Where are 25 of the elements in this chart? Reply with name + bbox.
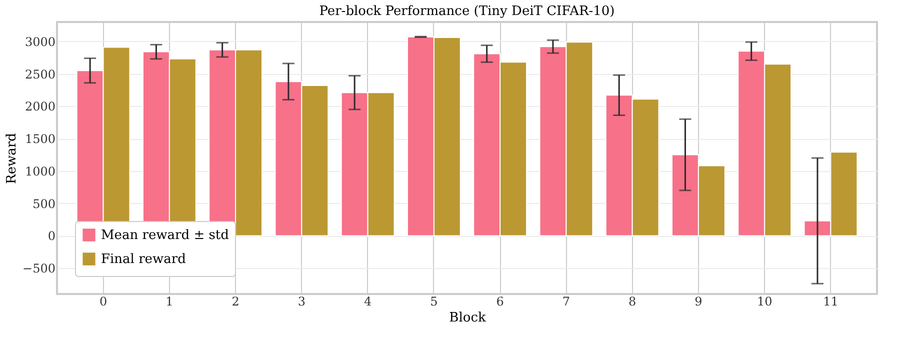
y-tick-label: 3000 (24, 34, 56, 49)
x-tick-label: 9 (694, 294, 702, 308)
legend-label: Mean reward ± std (101, 228, 229, 243)
y-tick-label: 1000 (24, 164, 56, 178)
x-tick-label: 6 (496, 294, 504, 308)
y-tick-label: 2000 (24, 100, 56, 114)
x-tick-label: 11 (823, 294, 838, 308)
x-tick-label: 0 (99, 294, 108, 308)
y-tick-label: 500 (32, 196, 56, 211)
y-tick-label: 0 (48, 229, 56, 244)
x-tick-label: 3 (298, 294, 306, 308)
x-axis-title: Block (449, 310, 486, 326)
y-axis-title: Reward (4, 133, 20, 184)
x-tick-label: 8 (628, 294, 636, 308)
x-tick-label: 2 (232, 294, 240, 308)
x-tick-label: 10 (756, 294, 772, 308)
x-tick-label: 1 (166, 294, 174, 308)
x-tick-label: 7 (562, 294, 570, 308)
y-tick-label: −500 (22, 262, 56, 276)
x-tick-label: 5 (430, 294, 438, 308)
legend-label: Final reward (101, 252, 186, 267)
x-tick-label: 4 (364, 294, 372, 308)
y-tick-label: 1500 (24, 132, 56, 146)
chart-title: Per-block Performance (Tiny DeiT CIFAR-10) (319, 4, 615, 19)
y-tick-label: 2500 (24, 67, 56, 82)
